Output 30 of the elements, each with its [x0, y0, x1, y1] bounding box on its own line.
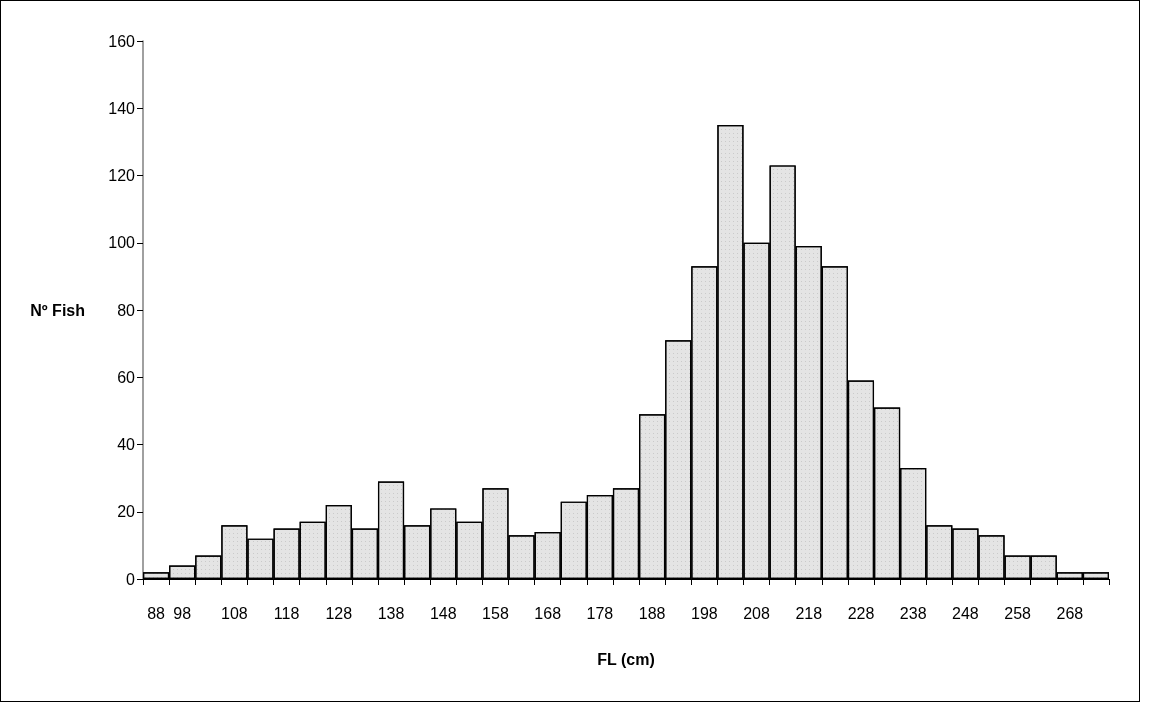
x-tick-label: 178: [586, 604, 614, 622]
x-tick-label: 148: [429, 604, 457, 622]
x-tick-label: 238: [899, 604, 927, 622]
x-tick-label: 138: [377, 604, 405, 622]
y-tick-label: 140: [108, 99, 136, 117]
x-tick-label: 128: [325, 604, 353, 622]
x-tick-label: 98: [173, 604, 192, 622]
x-tick-label: 198: [690, 604, 718, 622]
x-tick-label: 188: [638, 604, 666, 622]
x-tick-label: 88: [147, 604, 166, 622]
y-tick-label: 160: [108, 32, 136, 50]
x-tick-label: 258: [1004, 604, 1032, 622]
x-tick-label: 108: [221, 604, 248, 622]
x-tick-label: 158: [482, 604, 509, 622]
x-tick-label: 248: [952, 604, 979, 622]
y-tick-label: 80: [117, 301, 136, 319]
x-tick-label: 168: [534, 604, 562, 622]
y-tick-label: 60: [117, 368, 136, 386]
y-tick-label: 0: [126, 570, 136, 588]
y-tick-label: 100: [108, 234, 136, 252]
x-tick-label: 218: [795, 604, 823, 622]
x-axis-title: FL (cm): [597, 650, 655, 668]
y-tick-label: 20: [117, 503, 136, 521]
y-axis-title: Nº Fish: [30, 301, 85, 319]
y-tick-label: 120: [108, 167, 136, 184]
x-tick-label: 118: [273, 604, 300, 622]
x-tick-label: 228: [847, 604, 875, 622]
x-tick-label: 208: [743, 604, 770, 622]
x-tick-label: 268: [1056, 604, 1084, 622]
y-tick-label: 40: [117, 436, 136, 453]
